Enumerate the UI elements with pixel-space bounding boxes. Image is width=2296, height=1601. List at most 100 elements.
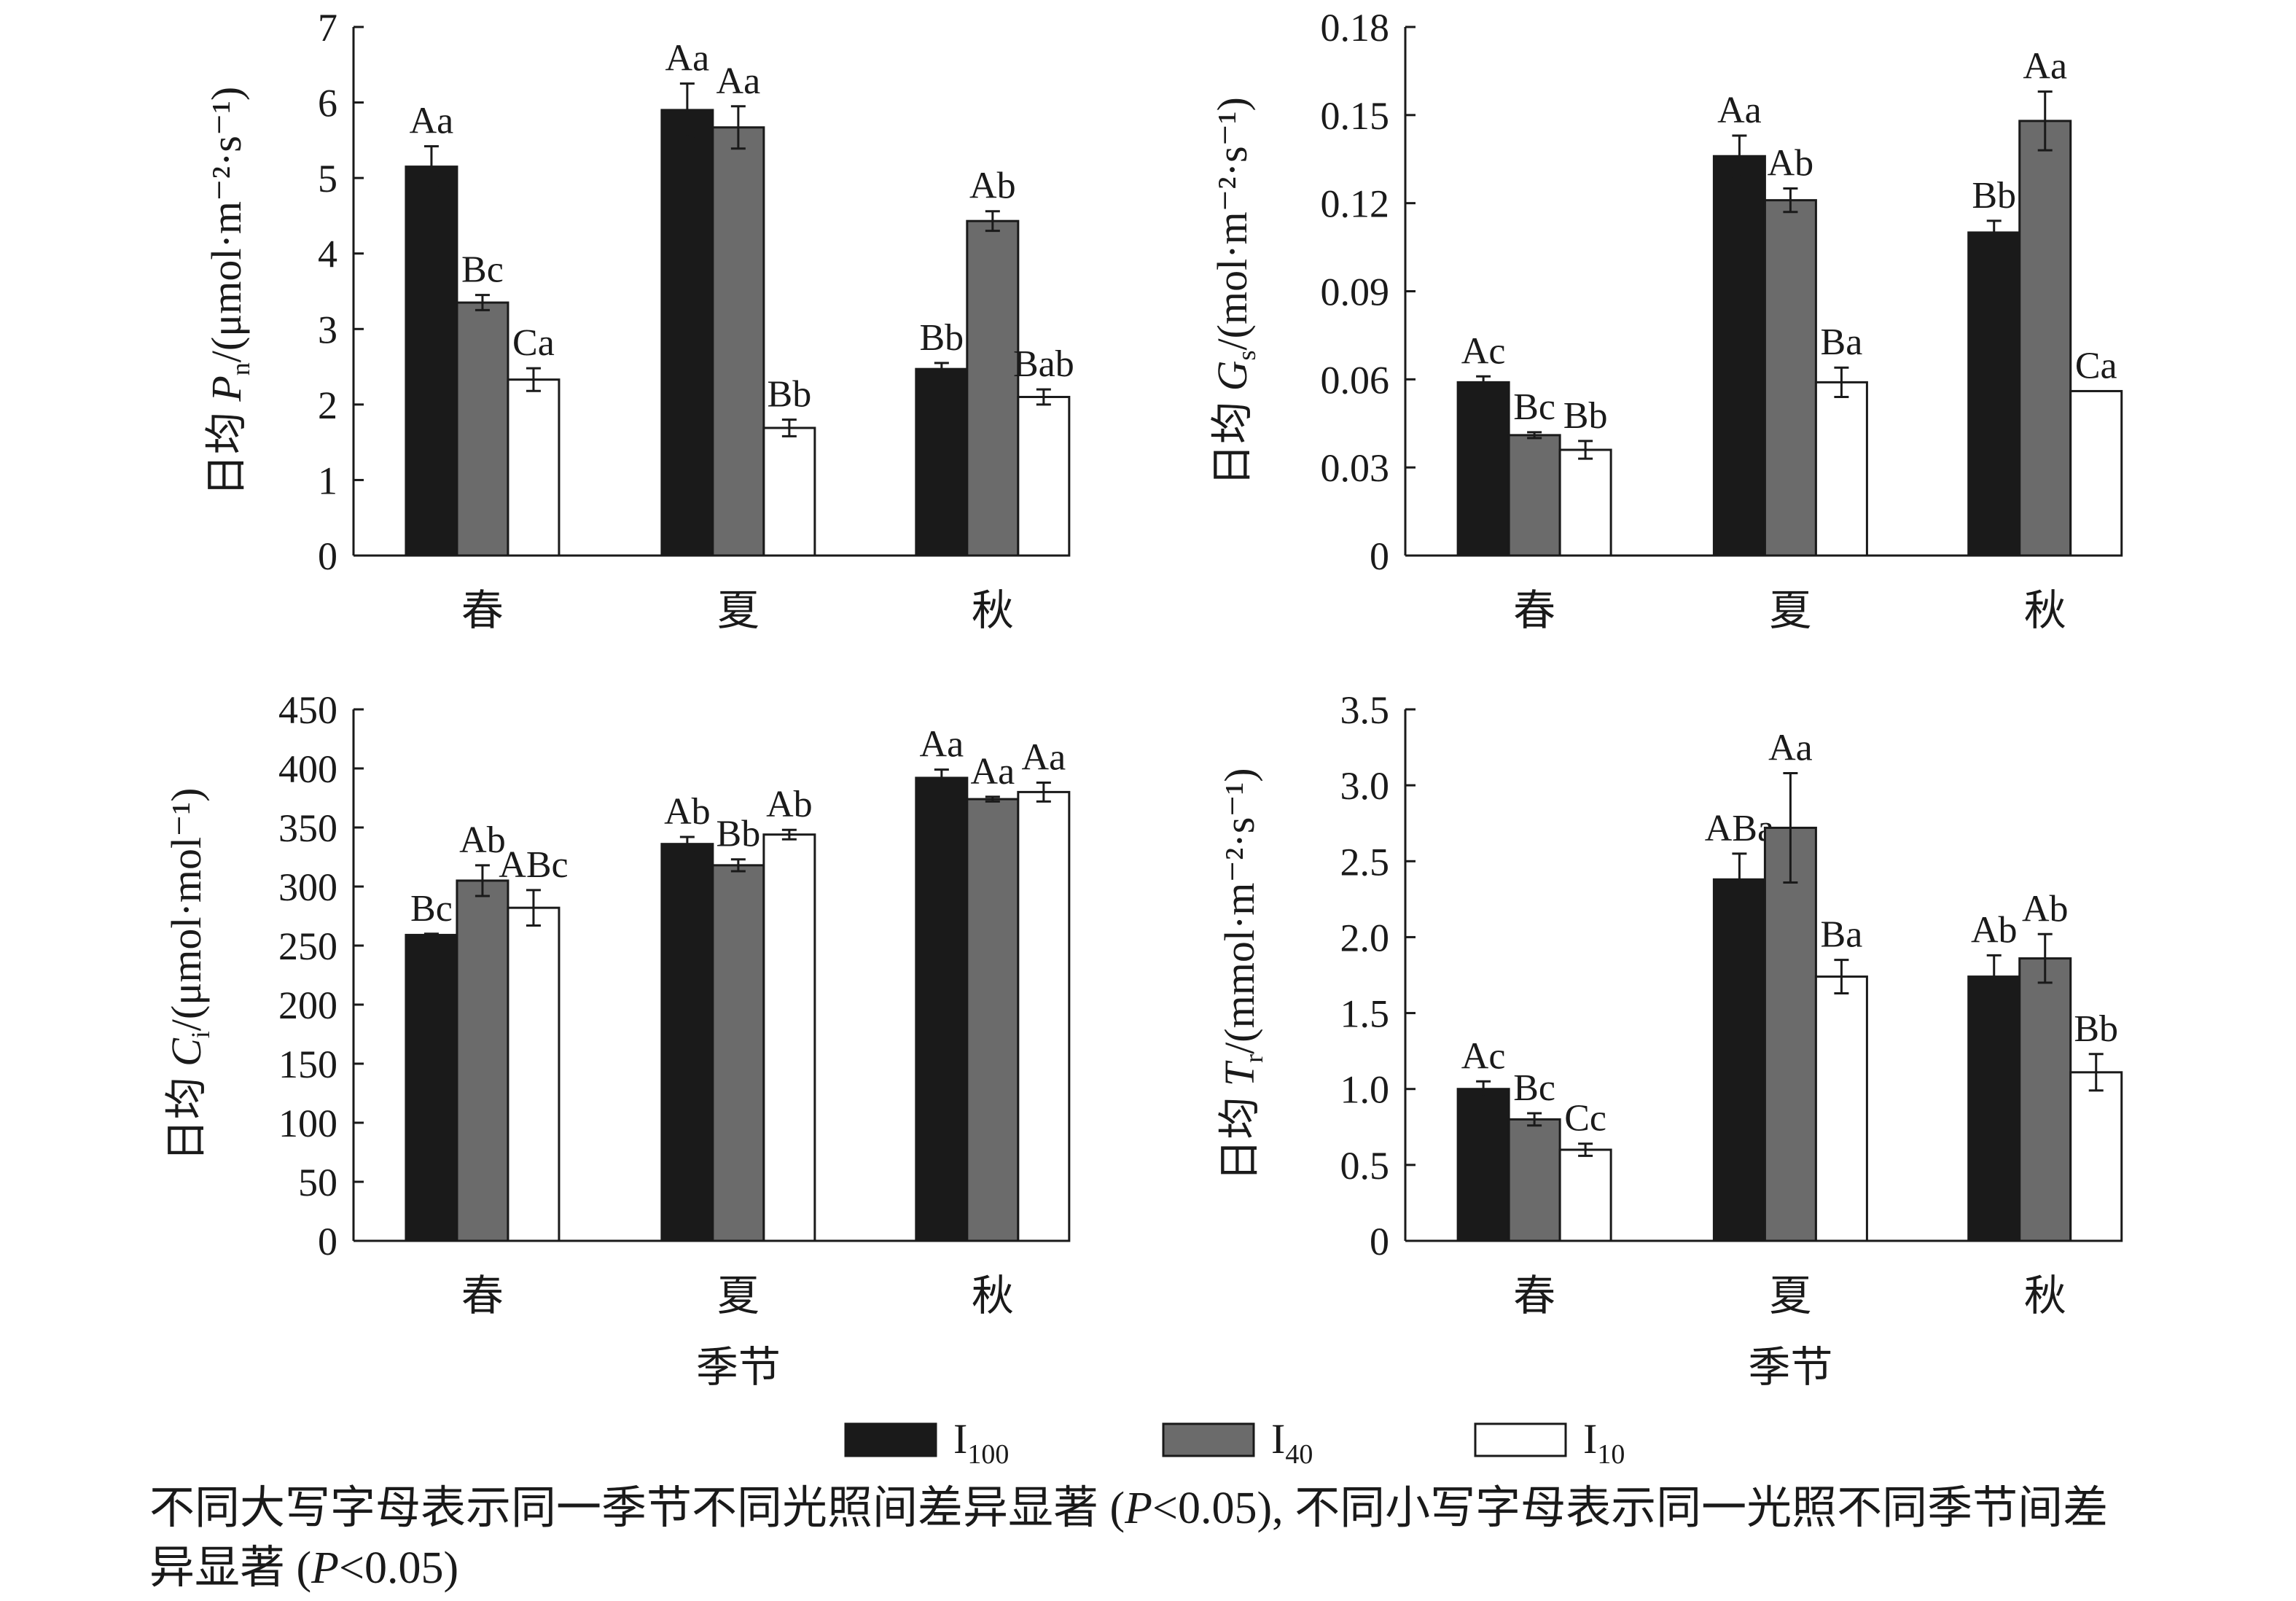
category-label: 秋	[2024, 587, 2066, 634]
significance-label: Ba	[1821, 322, 1863, 363]
y-tick-label: 3.0	[1340, 764, 1390, 808]
bar	[1017, 790, 1071, 1242]
significance-label: Ab	[1971, 909, 2018, 951]
significance-label: Ab	[664, 791, 711, 833]
y-axis-label: 日均 Tr/(mmol·m⁻²·s⁻¹)	[1216, 768, 1268, 1181]
y-tick-label: 350	[278, 806, 337, 850]
bar	[456, 879, 509, 1242]
legend-swatch	[844, 1422, 937, 1457]
y-tick-label: 2	[318, 383, 337, 427]
bar	[2069, 389, 2123, 557]
bar	[1456, 1088, 1510, 1242]
y-tick-label: 1.5	[1340, 992, 1390, 1036]
category-label: 夏	[717, 587, 760, 634]
y-tick-label: 0	[318, 1220, 337, 1263]
y-tick-label: 3.5	[1340, 688, 1390, 732]
significance-label: Ab	[1768, 143, 1814, 184]
bar	[966, 219, 1020, 557]
category-label: 夏	[1769, 1272, 1811, 1320]
chart-panel-2: 0 0.03 0.06 0.09 0.12 0.15 0.18 日均 Gs/(mol·m⁻²·…	[1208, 6, 2123, 634]
bar	[1507, 434, 1561, 557]
bar	[1814, 975, 1868, 1242]
legend: I100 I40 I10	[844, 1415, 1625, 1470]
bar	[762, 833, 816, 1242]
bar	[1507, 1118, 1561, 1242]
significance-label: Ab	[2022, 888, 2069, 930]
chart-panel-4: 0 0.5 1.0 1.5 2.0 2.5 3.0 3.5 日均 Tr/(mmol·m⁻²·s⁻…	[1216, 688, 2123, 1391]
bar	[1558, 1148, 1612, 1242]
bar	[966, 798, 1020, 1242]
significance-label: Ca	[512, 322, 555, 364]
bar	[1967, 975, 2021, 1242]
y-tick-label: 5	[318, 157, 337, 200]
category-label: 春	[461, 1272, 504, 1320]
bar	[1967, 231, 2021, 557]
bar	[660, 843, 714, 1242]
caption-line-2: 异显著 (P<0.05)	[149, 1543, 459, 1593]
y-axis-label: 日均 Pn/(μmol·m⁻²·s⁻¹)	[203, 87, 255, 496]
bar	[507, 378, 561, 557]
bar	[915, 367, 969, 557]
y-tick-label: 0	[318, 534, 337, 578]
x-axis-label: 季节	[1748, 1344, 1832, 1391]
bar	[405, 165, 458, 557]
legend-swatch	[1474, 1422, 1567, 1457]
significance-label: Aa	[920, 724, 964, 766]
category-label: 秋	[972, 1272, 1014, 1320]
significance-label: Cc	[1564, 1098, 1606, 1140]
y-tick-label: 0.18	[1321, 6, 1390, 50]
significance-label: Aa	[2023, 46, 2067, 87]
category-label: 秋	[972, 587, 1014, 634]
significance-label: ABc	[499, 844, 568, 886]
bar	[1558, 448, 1612, 557]
y-tick-label: 2.5	[1340, 840, 1390, 884]
legend-label: I100	[953, 1415, 1009, 1470]
bar	[405, 933, 458, 1242]
y-axis-label: 日均 Gs/(mol·m⁻²·s⁻¹)	[1208, 97, 1261, 486]
bar	[1712, 155, 1766, 557]
significance-label: Aa	[1717, 90, 1762, 131]
significance-label: Bb	[1563, 395, 1608, 437]
significance-label: Ab	[459, 819, 506, 861]
y-tick-label: 0.12	[1321, 182, 1390, 226]
y-tick-label: 400	[278, 747, 337, 791]
bar	[2018, 957, 2072, 1242]
significance-label: Ac	[1461, 1035, 1506, 1077]
y-axis-label: 日均 Ci/(μmol·mol⁻¹)	[163, 788, 215, 1162]
chart-panel-1: 01234567日均 Pn/(μmol·m⁻²·s⁻¹)春夏秋AaAaBbBcA…	[203, 6, 1074, 634]
bar	[1456, 381, 1510, 557]
bar	[711, 864, 765, 1242]
bar	[1763, 199, 1817, 557]
significance-label: ABa	[1705, 808, 1774, 849]
bar	[915, 776, 969, 1242]
category-label: 春	[1513, 587, 1555, 634]
significance-label: Bb	[716, 814, 761, 855]
legend-label: I40	[1271, 1415, 1313, 1470]
y-tick-label: 2.0	[1340, 916, 1390, 959]
significance-label: Bc	[461, 249, 504, 291]
y-tick-label: 50	[298, 1161, 337, 1204]
y-tick-label: 0.03	[1321, 446, 1390, 490]
y-tick-label: 150	[278, 1043, 337, 1086]
category-label: 夏	[717, 1272, 760, 1320]
y-tick-label: 0.06	[1321, 358, 1390, 402]
y-tick-label: 0	[1370, 1220, 1389, 1263]
significance-label: Bc	[1513, 386, 1555, 428]
bar	[1712, 878, 1766, 1242]
significance-label: Bb	[2074, 1008, 2118, 1050]
significance-label: Ba	[1821, 914, 1863, 956]
significance-label: Aa	[665, 38, 710, 79]
y-tick-label: 0.5	[1340, 1144, 1390, 1188]
significance-label: Ab	[766, 784, 813, 825]
bar	[762, 426, 816, 557]
y-tick-label: 0	[1370, 534, 1389, 578]
bar	[507, 906, 561, 1242]
legend-label: I10	[1583, 1415, 1625, 1470]
significance-label: Aa	[410, 101, 454, 142]
category-label: 夏	[1769, 587, 1811, 634]
y-tick-label: 6	[318, 82, 337, 125]
bar	[2069, 1071, 2123, 1242]
significance-label: Aa	[1768, 727, 1813, 768]
y-tick-label: 3	[318, 308, 337, 351]
